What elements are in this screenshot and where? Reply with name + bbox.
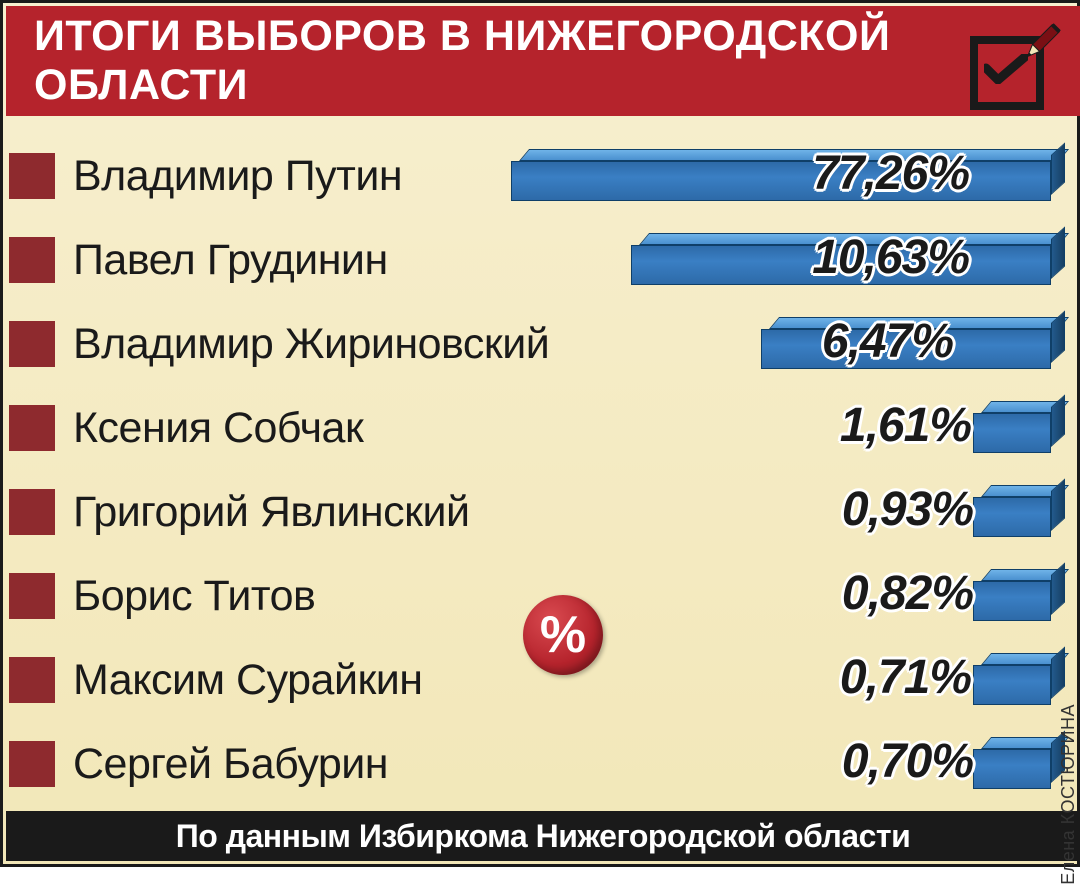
result-bar: [511, 149, 1065, 201]
candidate-percentage: 1,61%: [840, 395, 971, 455]
infographic-frame: ИТОГИ ВЫБОРОВ В НИЖЕГОРОДСКОЙ ОБЛАСТИ Вл…: [0, 0, 1080, 867]
row-marker-icon: [9, 573, 55, 619]
candidate-percentage: 0,70%: [842, 731, 973, 791]
header-bar: ИТОГИ ВЫБОРОВ В НИЖЕГОРОДСКОЙ ОБЛАСТИ: [6, 6, 1080, 116]
results-list: Владимир Путин 77,26% Павел Грудинин 10,63%…: [3, 135, 1080, 807]
row-marker-icon: [9, 741, 55, 787]
candidate-percentage: 6,47%: [822, 311, 953, 371]
result-row: Ксения Собчак 1,61%: [3, 387, 1080, 469]
candidate-name: Борис Титов: [73, 555, 315, 637]
result-bar: [973, 485, 1065, 537]
result-row: Григорий Явлинский 0,93%: [3, 471, 1080, 553]
candidate-percentage: 10,63%: [812, 227, 969, 287]
footer-bar: По данным Избиркома Нижегородской област…: [6, 811, 1080, 861]
footer-text: По данным Избиркома Нижегородской област…: [176, 818, 910, 855]
candidate-percentage: 0,93%: [842, 479, 973, 539]
candidate-name: Максим Сурайкин: [73, 639, 423, 721]
candidate-percentage: 0,71%: [840, 647, 971, 707]
header-title: ИТОГИ ВЫБОРОВ В НИЖЕГОРОДСКОЙ ОБЛАСТИ: [34, 12, 1080, 110]
row-marker-icon: [9, 237, 55, 283]
percent-badge-text: %: [540, 605, 586, 665]
row-marker-icon: [9, 405, 55, 451]
result-bar: [973, 737, 1065, 789]
candidate-name: Григорий Явлинский: [73, 471, 469, 553]
candidate-percentage: 0,82%: [842, 563, 973, 623]
result-row: Павел Грудинин 10,63%: [3, 219, 1080, 301]
result-bar: [973, 653, 1065, 705]
candidate-percentage: 77,26%: [812, 143, 969, 203]
author-credit: Елена КОСТЮРИНА: [1058, 704, 1079, 885]
row-marker-icon: [9, 489, 55, 535]
row-marker-icon: [9, 657, 55, 703]
candidate-name: Владимир Путин: [73, 135, 402, 217]
result-row: Владимир Жириновский 6,47%: [3, 303, 1080, 385]
pencil-icon: [1016, 18, 1066, 68]
row-marker-icon: [9, 321, 55, 367]
row-marker-icon: [9, 153, 55, 199]
ballot-checkbox-icon: [970, 24, 1060, 114]
candidate-name: Владимир Жириновский: [73, 303, 549, 385]
result-bar: [973, 569, 1065, 621]
result-bar: [973, 401, 1065, 453]
candidate-name: Сергей Бабурин: [73, 723, 388, 805]
result-row: Сергей Бабурин 0,70%: [3, 723, 1080, 805]
percent-badge-icon: %: [523, 595, 603, 675]
candidate-name: Ксения Собчак: [73, 387, 363, 469]
candidate-name: Павел Грудинин: [73, 219, 388, 301]
result-row: Владимир Путин 77,26%: [3, 135, 1080, 217]
